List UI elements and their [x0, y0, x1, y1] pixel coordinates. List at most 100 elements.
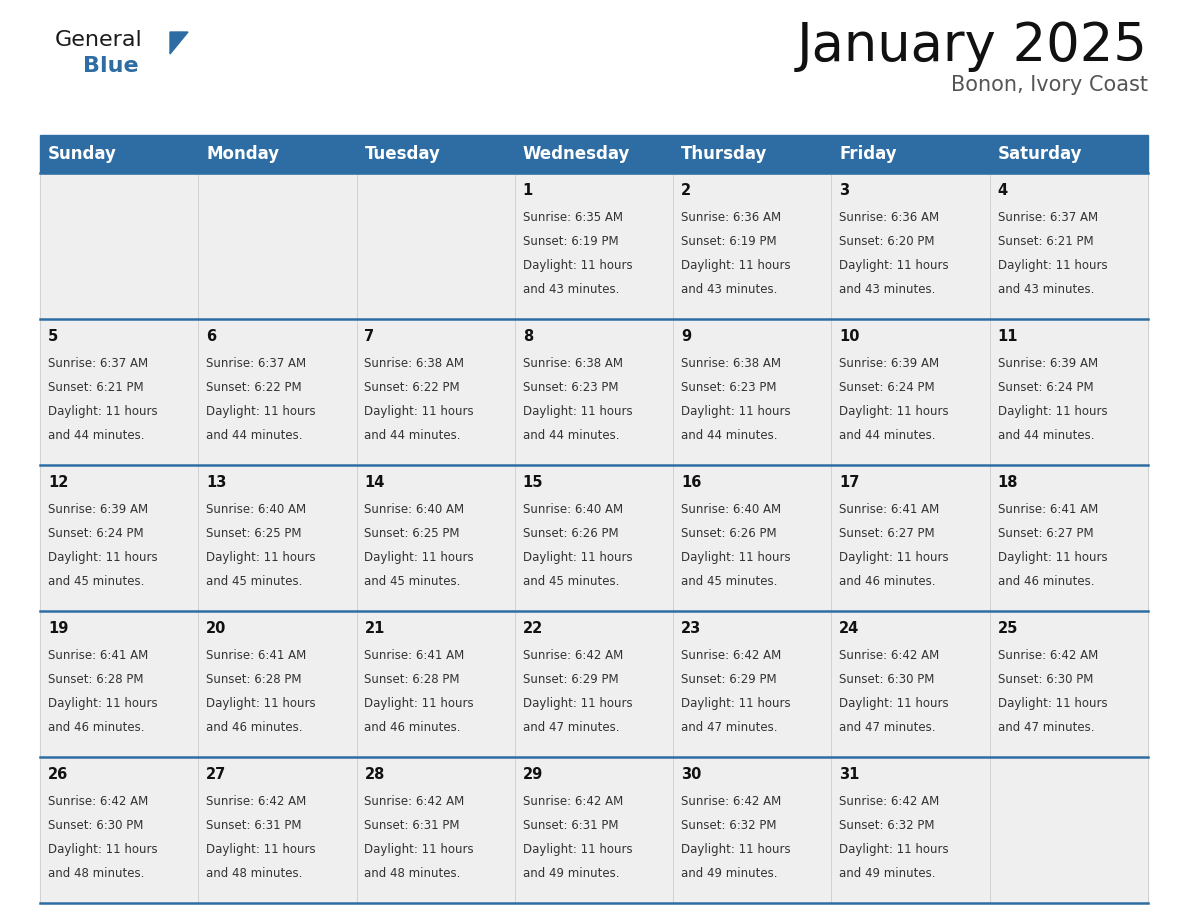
Text: Sunset: 6:25 PM: Sunset: 6:25 PM: [207, 527, 302, 540]
Text: Sunrise: 6:36 AM: Sunrise: 6:36 AM: [840, 211, 940, 224]
Text: Tuesday: Tuesday: [365, 145, 441, 163]
Bar: [990, 319, 1148, 465]
Text: and 44 minutes.: and 44 minutes.: [48, 430, 145, 442]
Text: Daylight: 11 hours: Daylight: 11 hours: [998, 697, 1107, 711]
Text: and 43 minutes.: and 43 minutes.: [681, 284, 777, 297]
Text: Sunrise: 6:40 AM: Sunrise: 6:40 AM: [681, 503, 782, 516]
Text: Sunrise: 6:42 AM: Sunrise: 6:42 AM: [840, 795, 940, 808]
Text: Sunset: 6:23 PM: Sunset: 6:23 PM: [681, 381, 777, 394]
Bar: [514, 611, 674, 757]
Bar: [198, 319, 356, 465]
Text: and 44 minutes.: and 44 minutes.: [207, 430, 303, 442]
Text: Sunset: 6:24 PM: Sunset: 6:24 PM: [48, 527, 144, 540]
Text: and 46 minutes.: and 46 minutes.: [998, 576, 1094, 588]
Text: 7: 7: [365, 330, 374, 344]
Bar: [356, 757, 514, 903]
Bar: [514, 757, 674, 903]
Text: 13: 13: [207, 476, 227, 490]
Bar: [832, 173, 990, 319]
Text: Daylight: 11 hours: Daylight: 11 hours: [365, 405, 474, 418]
Text: Sunrise: 6:40 AM: Sunrise: 6:40 AM: [207, 503, 307, 516]
Bar: [40, 465, 198, 611]
Bar: [674, 757, 832, 903]
Bar: [832, 611, 990, 757]
Text: Wednesday: Wednesday: [523, 145, 630, 163]
Text: and 49 minutes.: and 49 minutes.: [681, 868, 778, 880]
Text: Sunrise: 6:42 AM: Sunrise: 6:42 AM: [840, 649, 940, 662]
Text: Sunrise: 6:39 AM: Sunrise: 6:39 AM: [840, 357, 940, 370]
Text: 10: 10: [840, 330, 860, 344]
Text: Saturday: Saturday: [998, 145, 1082, 163]
Text: 27: 27: [207, 767, 227, 782]
Text: 18: 18: [998, 476, 1018, 490]
Text: Sunrise: 6:42 AM: Sunrise: 6:42 AM: [48, 795, 148, 808]
Text: and 48 minutes.: and 48 minutes.: [48, 868, 144, 880]
Text: and 43 minutes.: and 43 minutes.: [998, 284, 1094, 297]
Text: Daylight: 11 hours: Daylight: 11 hours: [681, 405, 791, 418]
Text: Daylight: 11 hours: Daylight: 11 hours: [681, 551, 791, 565]
Text: Daylight: 11 hours: Daylight: 11 hours: [840, 697, 949, 711]
Text: and 43 minutes.: and 43 minutes.: [523, 284, 619, 297]
Text: Sunrise: 6:38 AM: Sunrise: 6:38 AM: [365, 357, 465, 370]
Text: and 47 minutes.: and 47 minutes.: [998, 722, 1094, 734]
Text: Daylight: 11 hours: Daylight: 11 hours: [48, 405, 158, 418]
Text: 19: 19: [48, 621, 68, 636]
Text: Sunrise: 6:40 AM: Sunrise: 6:40 AM: [365, 503, 465, 516]
Bar: [674, 173, 832, 319]
Bar: [990, 173, 1148, 319]
Bar: [832, 319, 990, 465]
Text: and 46 minutes.: and 46 minutes.: [365, 722, 461, 734]
Text: Sunrise: 6:41 AM: Sunrise: 6:41 AM: [207, 649, 307, 662]
Text: Sunset: 6:32 PM: Sunset: 6:32 PM: [840, 819, 935, 832]
Bar: [198, 173, 356, 319]
Text: Sunrise: 6:42 AM: Sunrise: 6:42 AM: [207, 795, 307, 808]
Text: Sunset: 6:31 PM: Sunset: 6:31 PM: [523, 819, 618, 832]
Text: Sunset: 6:24 PM: Sunset: 6:24 PM: [998, 381, 1093, 394]
Text: Thursday: Thursday: [681, 145, 767, 163]
Text: Daylight: 11 hours: Daylight: 11 hours: [207, 843, 316, 856]
Text: Sunset: 6:24 PM: Sunset: 6:24 PM: [840, 381, 935, 394]
Text: Daylight: 11 hours: Daylight: 11 hours: [998, 259, 1107, 272]
Text: 22: 22: [523, 621, 543, 636]
Text: Sunset: 6:28 PM: Sunset: 6:28 PM: [207, 673, 302, 686]
Text: Sunset: 6:30 PM: Sunset: 6:30 PM: [48, 819, 144, 832]
Text: Sunrise: 6:42 AM: Sunrise: 6:42 AM: [365, 795, 465, 808]
Text: and 49 minutes.: and 49 minutes.: [523, 868, 619, 880]
Text: Daylight: 11 hours: Daylight: 11 hours: [840, 551, 949, 565]
Text: Sunrise: 6:36 AM: Sunrise: 6:36 AM: [681, 211, 782, 224]
Text: and 47 minutes.: and 47 minutes.: [681, 722, 778, 734]
Text: Daylight: 11 hours: Daylight: 11 hours: [48, 551, 158, 565]
Text: 28: 28: [365, 767, 385, 782]
Bar: [674, 319, 832, 465]
Text: Daylight: 11 hours: Daylight: 11 hours: [365, 551, 474, 565]
Bar: [514, 319, 674, 465]
Text: Sunrise: 6:39 AM: Sunrise: 6:39 AM: [48, 503, 148, 516]
Text: Daylight: 11 hours: Daylight: 11 hours: [523, 551, 632, 565]
Text: 3: 3: [840, 184, 849, 198]
Text: Sunrise: 6:40 AM: Sunrise: 6:40 AM: [523, 503, 623, 516]
Text: Sunrise: 6:41 AM: Sunrise: 6:41 AM: [48, 649, 148, 662]
Text: Sunrise: 6:42 AM: Sunrise: 6:42 AM: [523, 795, 623, 808]
Text: 1: 1: [523, 184, 533, 198]
Text: Sunset: 6:21 PM: Sunset: 6:21 PM: [998, 235, 1093, 248]
Text: 2: 2: [681, 184, 691, 198]
Text: and 48 minutes.: and 48 minutes.: [365, 868, 461, 880]
Text: 15: 15: [523, 476, 543, 490]
Text: Daylight: 11 hours: Daylight: 11 hours: [365, 697, 474, 711]
Text: 5: 5: [48, 330, 58, 344]
Text: and 43 minutes.: and 43 minutes.: [840, 284, 936, 297]
Text: Daylight: 11 hours: Daylight: 11 hours: [207, 697, 316, 711]
Text: Blue: Blue: [83, 56, 139, 76]
Text: Sunset: 6:28 PM: Sunset: 6:28 PM: [365, 673, 460, 686]
Bar: [356, 173, 514, 319]
Bar: [198, 611, 356, 757]
Text: Sunrise: 6:41 AM: Sunrise: 6:41 AM: [998, 503, 1098, 516]
Text: and 46 minutes.: and 46 minutes.: [48, 722, 145, 734]
Text: Sunset: 6:26 PM: Sunset: 6:26 PM: [523, 527, 619, 540]
Text: January 2025: January 2025: [797, 20, 1148, 72]
Text: Sunrise: 6:41 AM: Sunrise: 6:41 AM: [840, 503, 940, 516]
Text: Sunset: 6:19 PM: Sunset: 6:19 PM: [681, 235, 777, 248]
Text: Monday: Monday: [207, 145, 279, 163]
Text: Sunrise: 6:39 AM: Sunrise: 6:39 AM: [998, 357, 1098, 370]
Text: Sunset: 6:23 PM: Sunset: 6:23 PM: [523, 381, 618, 394]
